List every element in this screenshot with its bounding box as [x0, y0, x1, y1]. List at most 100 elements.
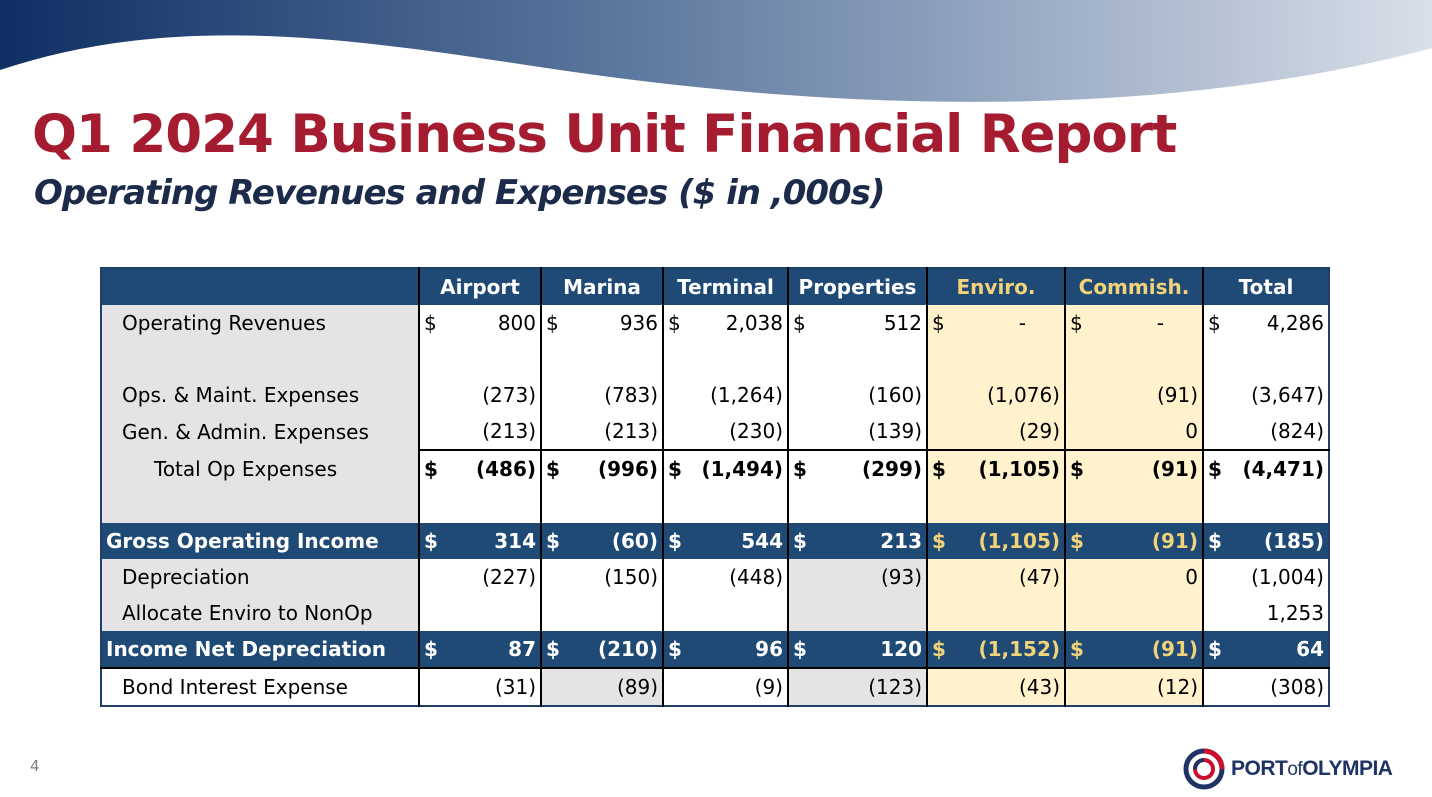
table-cell: $ (4,471): [1202, 449, 1329, 487]
cell-value: (1,105): [978, 529, 1060, 553]
table-cell: $ (185): [1202, 523, 1329, 559]
page-title: Q1 2024 Business Unit Financial Report: [32, 104, 1177, 165]
cell-value: (1,105): [978, 457, 1060, 481]
currency-sign: $: [793, 637, 807, 661]
cell-value: 314: [494, 529, 536, 553]
currency-sign: $: [668, 311, 681, 335]
cell-value: (91): [1151, 457, 1198, 481]
table-cell: [926, 595, 1065, 631]
page-subtitle: Operating Revenues and Expenses ($ in ,0…: [34, 173, 885, 213]
page-number: 4: [30, 757, 40, 775]
currency-sign: $: [424, 311, 437, 335]
currency-sign: $: [1208, 529, 1222, 553]
financial-table: Airport Marina Terminal Properties Envir…: [100, 267, 1330, 707]
cell-value: 64: [1296, 637, 1324, 661]
table-cell: [787, 341, 927, 377]
table-row-allocate-enviro: Allocate Enviro to NonOp 1,253: [101, 595, 1329, 631]
table-row-gross-operating-income: Gross Operating Income $314 $ (60) $544 $…: [101, 523, 1329, 559]
table-cell: $87: [418, 631, 541, 668]
currency-sign: $: [668, 637, 682, 661]
logo-word-port: PORT: [1231, 757, 1288, 780]
cell-value: (91): [1151, 529, 1198, 553]
table-cell: [662, 487, 788, 523]
currency-sign: $: [1208, 457, 1222, 481]
table-cell: [1064, 487, 1203, 523]
table-cell: $ (1,105): [926, 523, 1065, 559]
table-cell: $120: [787, 631, 927, 668]
port-of-olympia-logo: PORTofOLYMPIA: [1183, 748, 1393, 790]
column-header-row: Airport Marina Terminal Properties Envir…: [101, 268, 1329, 305]
table-spacer-row: [101, 487, 1329, 523]
row-label: Depreciation: [101, 559, 419, 595]
currency-sign: $: [1070, 529, 1084, 553]
table-row-total-op-expenses: Total Op Expenses $ (486) $ (996) $ (1,494)…: [101, 449, 1329, 487]
currency-sign: $: [793, 457, 807, 481]
currency-sign: $: [668, 457, 682, 481]
currency-sign: $: [1070, 311, 1083, 335]
table-cell: $512: [787, 305, 927, 341]
currency-sign: $: [546, 311, 559, 335]
column-header: Marina: [540, 268, 663, 305]
table-cell: $ (91): [1064, 449, 1203, 487]
row-label: [101, 487, 419, 523]
table-cell: [787, 595, 927, 631]
table-cell: (91): [1064, 377, 1203, 413]
cell-value: (1,152): [978, 637, 1060, 661]
cell-value: 2,038: [725, 311, 783, 335]
header-corner: [101, 268, 419, 305]
table-cell: (824): [1202, 413, 1329, 450]
table-cell: (3,647): [1202, 377, 1329, 413]
table-cell: [418, 487, 541, 523]
table-cell: $ -: [1064, 305, 1203, 341]
cell-value: (996): [597, 457, 658, 481]
cell-value: (4,471): [1242, 457, 1324, 481]
table-cell: [926, 487, 1065, 523]
currency-sign: $: [793, 529, 807, 553]
currency-sign: $: [1208, 637, 1222, 661]
table-cell: [540, 487, 663, 523]
currency-sign: $: [424, 457, 438, 481]
table-cell: (783): [540, 377, 663, 413]
cell-value: 96: [755, 637, 783, 661]
table-cell: $4,286: [1202, 305, 1329, 341]
table-cell: (12): [1064, 667, 1203, 706]
table-cell: [418, 595, 541, 631]
table-cell: (139): [787, 413, 927, 450]
column-header: Properties: [787, 268, 927, 305]
cell-value: 512: [883, 311, 922, 335]
row-label: Bond Interest Expense: [101, 667, 419, 706]
table-cell: (213): [418, 413, 541, 450]
currency-sign: $: [932, 457, 946, 481]
table-cell: 1,253: [1202, 595, 1329, 631]
table-cell: (1,076): [926, 377, 1065, 413]
row-label: Operating Revenues: [101, 305, 419, 341]
cell-value: 87: [508, 637, 536, 661]
table-cell: $ (91): [1064, 631, 1203, 668]
cell-value: (1,494): [701, 457, 783, 481]
table-cell: [540, 341, 663, 377]
table-cell: [787, 487, 927, 523]
table-cell: $ (91): [1064, 523, 1203, 559]
currency-sign: $: [932, 637, 946, 661]
table-cell: (93): [787, 559, 927, 595]
table-cell: (47): [926, 559, 1065, 595]
table-cell: (308): [1202, 667, 1329, 706]
header-wave-banner: [0, 0, 1432, 102]
logo-word-olympia: OLYMPIA: [1302, 757, 1393, 780]
table-cell: $800: [418, 305, 541, 341]
table-cell: (448): [662, 559, 788, 595]
row-label: Ops. & Maint. Expenses: [101, 377, 419, 413]
table-cell: 0: [1064, 559, 1203, 595]
table-cell: $ (1,494): [662, 449, 788, 487]
currency-sign: $: [1070, 637, 1084, 661]
table-cell: (1,264): [662, 377, 788, 413]
table-cell: (1,004): [1202, 559, 1329, 595]
table-cell: $ (486): [418, 449, 541, 487]
logo-word-of: of: [1287, 759, 1303, 780]
table-cell: (273): [418, 377, 541, 413]
currency-sign: $: [546, 637, 560, 661]
cell-value: 120: [880, 637, 922, 661]
table-row-gen-admin-expenses: Gen. & Admin. Expenses (213) (213) (230)…: [101, 413, 1329, 450]
table-cell: (150): [540, 559, 663, 595]
table-cell: $ (996): [540, 449, 663, 487]
